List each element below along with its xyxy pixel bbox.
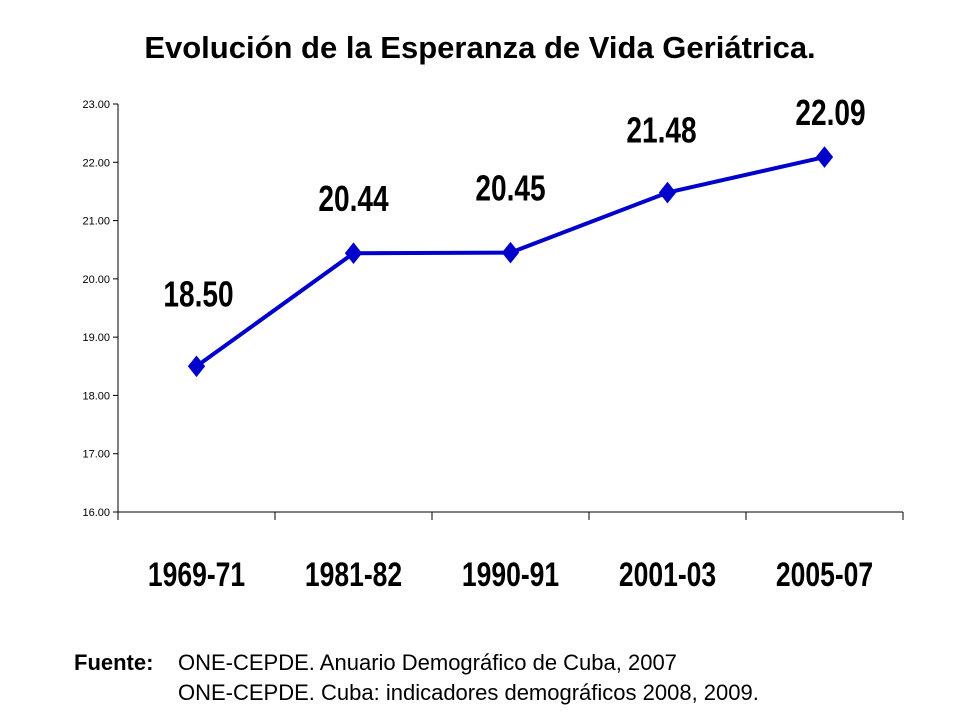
source-line-1: Fuente: ONE-CEPDE. Anuario Demográfico de… xyxy=(74,648,759,678)
line-chart: 16.00 17.00 18.00 19.00 20.00 21.00 22.00 23.00… xyxy=(82,93,904,594)
y-tick-label: 23.00 xyxy=(82,99,110,111)
data-label: 21.48 xyxy=(626,110,696,150)
source-text-1: ONE-CEPDE. Anuario Demográfico de Cuba, … xyxy=(178,650,677,675)
data-point-marker xyxy=(344,242,363,265)
data-label: 20.45 xyxy=(475,168,545,208)
y-tick-label: 21.00 xyxy=(82,216,110,228)
data-label: 18.50 xyxy=(163,274,233,314)
data-point-marker xyxy=(658,181,677,204)
x-tick-label: 1981-82 xyxy=(305,556,402,594)
y-tick-label: 16.00 xyxy=(82,507,110,519)
source-label: Fuente: xyxy=(74,650,154,675)
data-label: 20.44 xyxy=(318,179,388,219)
x-tick-label: 2001-03 xyxy=(619,556,716,594)
chart-title: Evolución de la Esperanza de Vida Geriát… xyxy=(144,30,816,65)
data-label: 22.09 xyxy=(795,93,865,133)
y-tick-label: 22.00 xyxy=(82,157,110,169)
y-tick-label: 20.00 xyxy=(82,274,110,286)
data-point-marker xyxy=(815,146,834,168)
y-tick-label: 17.00 xyxy=(82,449,110,461)
x-tick-label: 2005-07 xyxy=(776,556,873,594)
source-note: Fuente: ONE-CEPDE. Anuario Demográfico de… xyxy=(74,648,759,708)
y-tick-label: 19.00 xyxy=(82,332,110,344)
x-tick-label: 1969-71 xyxy=(148,556,245,594)
source-text-2: ONE-CEPDE. Cuba: indicadores demográfico… xyxy=(178,680,759,705)
data-point-marker xyxy=(501,241,520,264)
x-tick-label: 1990-91 xyxy=(462,556,559,594)
y-tick-label: 18.00 xyxy=(82,390,110,402)
data-point-marker xyxy=(187,355,206,378)
